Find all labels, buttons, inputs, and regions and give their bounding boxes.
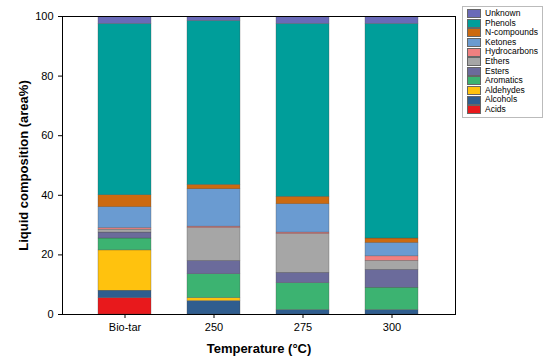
svg-text:Bio-tar: Bio-tar (109, 321, 142, 333)
html-text:Alcohols: Alcohols (485, 94, 518, 105)
html-text:Ethers: Ethers (485, 56, 510, 66)
html-text:Hydrocarbons: Hydrocarbons (485, 46, 538, 57)
html-text:Unknown: Unknown (485, 8, 521, 18)
html-text:Acids: Acids (485, 103, 506, 114)
svg-text:275: 275 (294, 321, 312, 333)
svg-text:60: 60 (41, 129, 53, 141)
svg-text:300: 300 (383, 321, 401, 333)
html-text:Ketones: Ketones (485, 36, 517, 47)
svg-text:Temperature (°C): Temperature (°C) (207, 341, 312, 356)
html-text:Phenols: Phenols (485, 17, 516, 28)
html-text:Esters: Esters (485, 65, 510, 76)
svg-text:100: 100 (35, 10, 53, 22)
svg-text:80: 80 (41, 70, 53, 82)
svg-text:250: 250 (205, 321, 223, 333)
svg-text:0: 0 (47, 308, 53, 320)
html-text:Aldehydes: Aldehydes (485, 84, 525, 95)
html-text:N-compounds: N-compounds (485, 27, 538, 38)
html-text:Aromatics: Aromatics (485, 75, 523, 86)
svg-text:20: 20 (41, 248, 53, 260)
svg-text:Liquid composition (area%): Liquid composition (area%) (16, 80, 31, 250)
svg-text:40: 40 (41, 189, 53, 201)
